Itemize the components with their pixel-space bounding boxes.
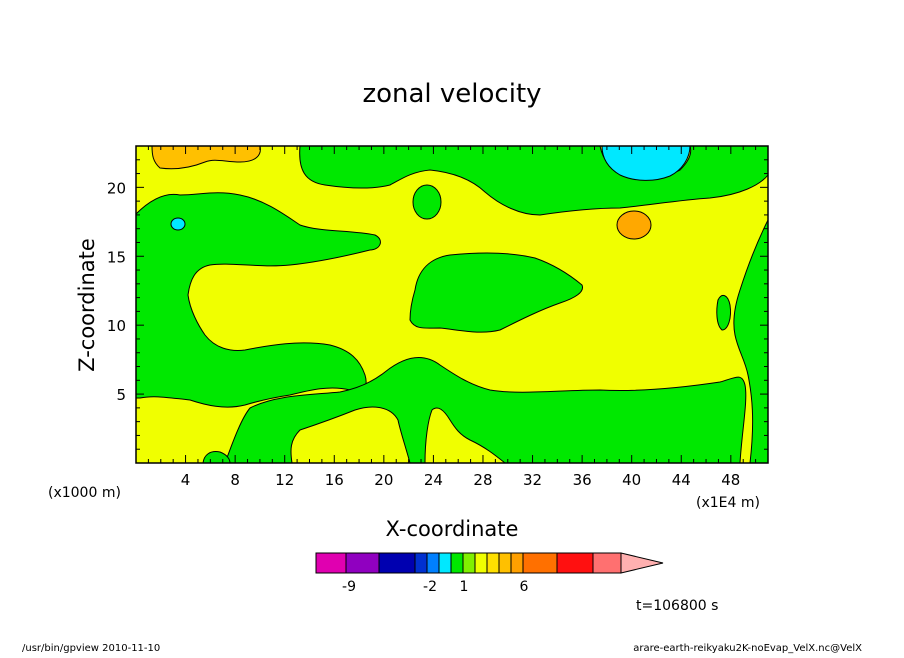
level-green-small-right xyxy=(716,294,731,331)
time-label: t=106800 s xyxy=(636,598,718,614)
y-tick-label: 20 xyxy=(107,179,126,197)
x-tick-label: 44 xyxy=(672,471,691,489)
y-axis-ticks: 5 10 15 20 xyxy=(107,159,768,450)
colorbar-segment xyxy=(592,552,622,574)
x-tick-label: 8 xyxy=(230,471,240,489)
y-unit-note: (x1000 m) xyxy=(48,485,121,501)
x-tick-label: 28 xyxy=(473,471,492,489)
colorbar-segment xyxy=(522,552,558,574)
contour-field xyxy=(136,146,768,463)
plot-frame xyxy=(135,145,769,464)
level-green-left-bottom xyxy=(136,192,381,408)
colorbar-label: -2 xyxy=(423,579,437,595)
x-tick-label: 48 xyxy=(721,471,740,489)
colorbar xyxy=(315,552,664,574)
colorbar-segment xyxy=(462,552,476,574)
level-green-bottom-band xyxy=(224,356,747,463)
x-tick-label: 32 xyxy=(523,471,542,489)
colorbar-label: 1 xyxy=(460,579,469,595)
y-tick-label: 15 xyxy=(107,248,126,266)
colorbar-segment xyxy=(450,552,464,574)
colorbar-segment xyxy=(315,552,347,574)
x-tick-label: 40 xyxy=(622,471,641,489)
colorbar-segment xyxy=(345,552,380,574)
colorbar-label: 6 xyxy=(520,579,529,595)
y-tick-label: 10 xyxy=(107,317,126,335)
level-green-bottom-bump xyxy=(202,451,231,463)
chart-title: zonal velocity xyxy=(362,79,541,109)
x-tick-label: 12 xyxy=(275,471,294,489)
y-tick-label: 5 xyxy=(116,386,126,404)
colorbar-segment xyxy=(486,552,500,574)
colorbar-segment xyxy=(414,552,428,574)
colorbar-segment xyxy=(556,552,594,574)
x-tick-label: 36 xyxy=(573,471,592,489)
colorbar-segment xyxy=(498,552,512,574)
x-unit-note: (x1E4 m) xyxy=(696,495,760,511)
level-cyan-small-dot xyxy=(170,217,186,231)
level-orange-right-blob xyxy=(616,210,652,240)
colorbar-segment xyxy=(474,552,488,574)
x-tick-label: 4 xyxy=(181,471,191,489)
colorbar-segment xyxy=(438,552,452,574)
footer-left: /usr/bin/gpview 2010-11-10 xyxy=(22,643,160,654)
level-cyan-top-right xyxy=(601,146,691,181)
x-axis-ticks: 4 8 12 16 20 24 28 32 36 40 44 48 xyxy=(147,146,757,489)
colorbar-arrow xyxy=(620,552,664,574)
level-green-small-blob xyxy=(412,184,442,220)
x-tick-label: 20 xyxy=(374,471,393,489)
y-axis-label: Z-coordinate xyxy=(75,238,99,372)
footer-right: arare-earth-reikyaku2K-noEvap_VelX.nc@Ve… xyxy=(633,643,862,654)
colorbar-segment xyxy=(426,552,440,574)
colorbar-labels: -9 -2 1 6 xyxy=(342,579,529,595)
colorbar-segment xyxy=(378,552,416,574)
x-tick-label: 24 xyxy=(424,471,443,489)
level-green-center-blob xyxy=(409,252,584,333)
x-tick-label: 16 xyxy=(325,471,344,489)
level-orange-top-left xyxy=(151,146,261,170)
colorbar-label: -9 xyxy=(342,579,356,595)
x-axis-label: X-coordinate xyxy=(386,517,519,541)
level-green-right-edge xyxy=(733,219,768,463)
colorbar-segment xyxy=(510,552,524,574)
